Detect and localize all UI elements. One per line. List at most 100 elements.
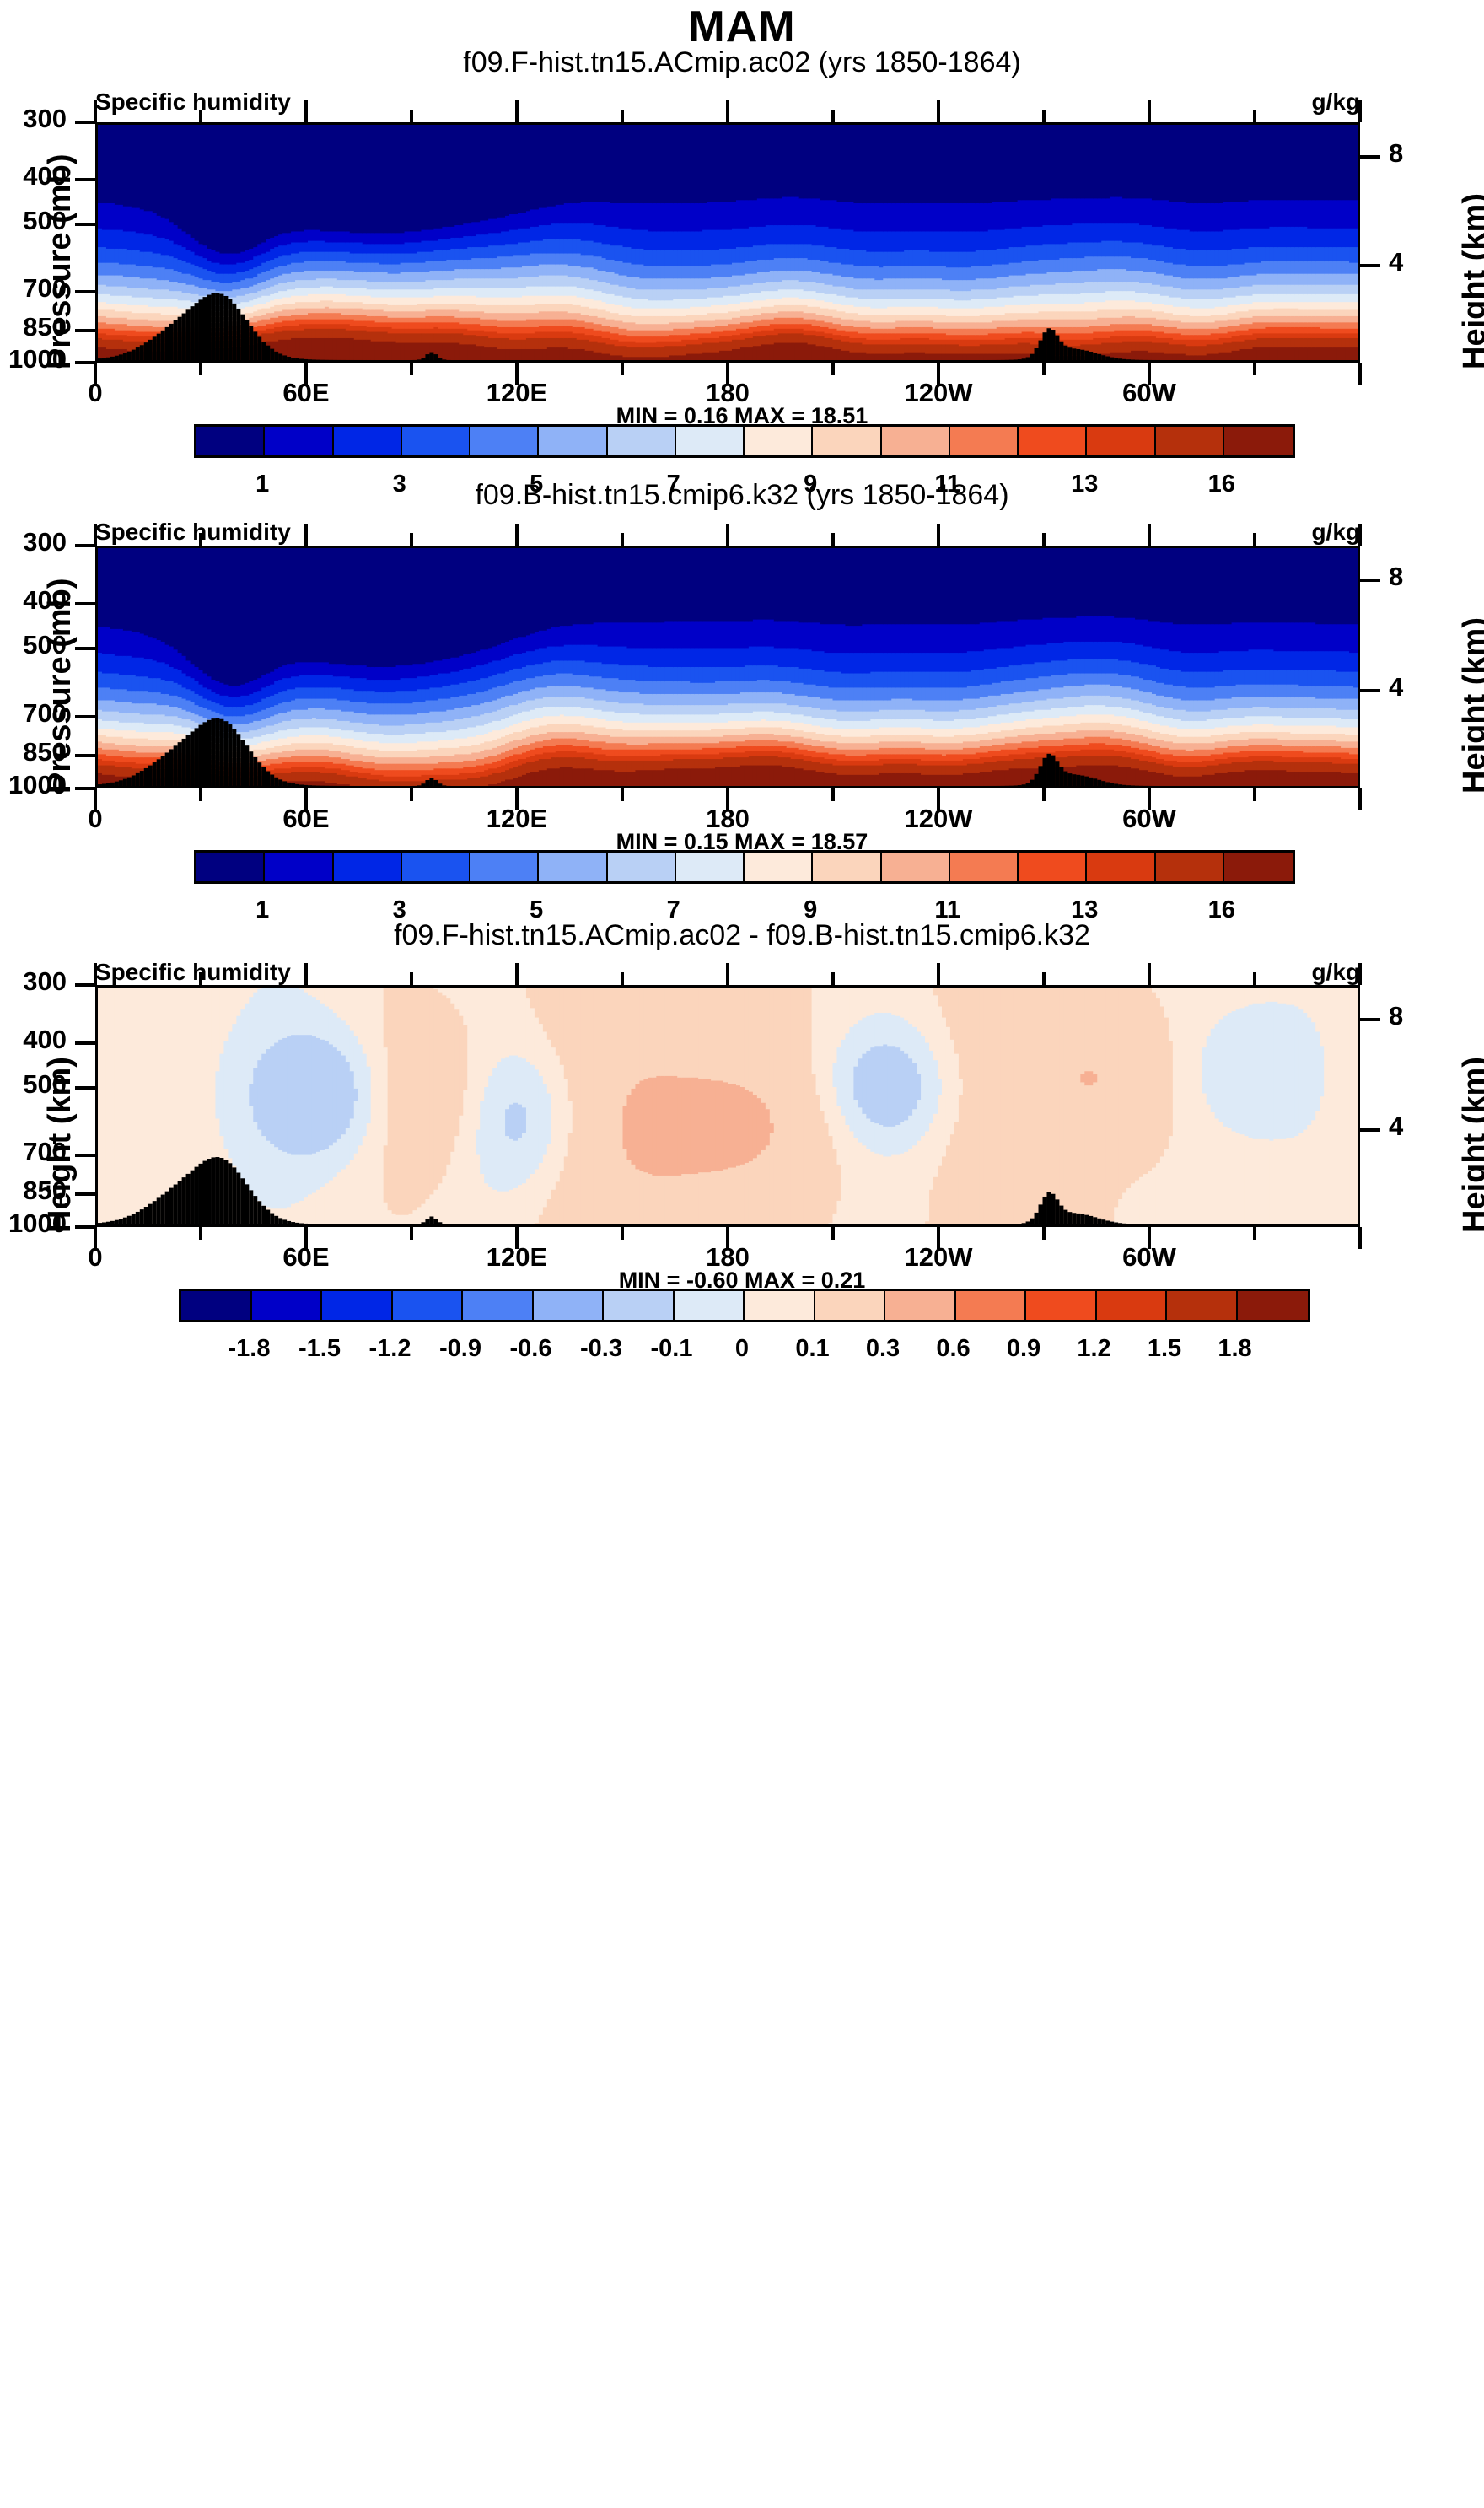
panel-2-lon-tick-0 <box>94 788 97 810</box>
panel-2-lon-tick-top-90 <box>410 533 413 546</box>
colorbar-1-segment-9 <box>745 427 814 455</box>
colorbar-3-label-neg1p5: -1.5 <box>298 1335 341 1362</box>
colorbar-1-label-11: 11 <box>934 471 961 498</box>
panel-3-pressure-tick-700 <box>75 1153 95 1157</box>
panel-3-lon-tick-60 <box>304 1227 308 1249</box>
panel-3-lon-tick-label-60E: 60E <box>282 1242 330 1272</box>
panel-2-height-tick-4 <box>1360 689 1380 693</box>
panel-1-lon-tick-top-240 <box>937 100 940 122</box>
colorbar-3-segment-1 <box>181 1291 252 1320</box>
panel-2-lon-tick-30 <box>199 788 202 801</box>
panel-1-plot-area <box>95 122 1360 363</box>
panel-3-lon-tick-270 <box>1042 1227 1046 1240</box>
panel-3-height-tick-label-4: 4 <box>1389 1111 1404 1141</box>
panel-2-lon-tick-300 <box>1148 788 1151 810</box>
panel-2-lon-tick-label-60W: 60W <box>1122 804 1176 833</box>
panel-1-lon-tick-label-180: 180 <box>706 378 750 407</box>
panel-3-pressure-tick-label-850: 850 <box>23 1176 67 1206</box>
colorbar-1-segment-7 <box>607 427 676 455</box>
panel-1-height-tick-label-8: 8 <box>1389 137 1404 168</box>
colorbar-3-segment-13 <box>1026 1291 1097 1320</box>
panel-1-lon-tick-top-30 <box>199 110 202 122</box>
panel-1-pressure-tick-700 <box>75 289 95 293</box>
colorbar-1-segment-1 <box>196 427 266 455</box>
colorbar-2-segment-16 <box>1223 853 1293 881</box>
panel-1-pressure-tick-850 <box>75 328 95 332</box>
panel-3-lon-tick-240 <box>937 1227 940 1249</box>
panel-1-lon-tick-top-0 <box>94 100 97 122</box>
colorbar-3-label-1p5: 1.5 <box>1147 1335 1182 1362</box>
panel-2-plot-area <box>95 546 1360 788</box>
panel-1-pressure-tick-400 <box>75 178 95 182</box>
panel-2-lon-tick-top-240 <box>937 524 940 546</box>
panel-1-lon-tick-top-150 <box>621 110 624 122</box>
panel-3-pressure-tick-label-500: 500 <box>23 1068 67 1099</box>
panel-1-lon-tick-top-330 <box>1253 110 1256 122</box>
panel-2-lon-tick-top-0 <box>94 524 97 546</box>
colorbar-3-label-neg0p3: -0.3 <box>580 1335 622 1362</box>
panel-2-height-tick-label-4: 4 <box>1389 672 1404 702</box>
colorbar-1-label-9: 9 <box>804 471 818 498</box>
panel-2-lon-tick-top-300 <box>1148 524 1151 546</box>
panel-1-lon-tick-240 <box>937 363 940 385</box>
panel-3-pressure-tick-500 <box>75 1085 95 1090</box>
colorbar-1-segment-12 <box>949 427 1019 455</box>
colorbar-2-segment-4 <box>401 853 470 881</box>
panel-3-pressure-tick-300 <box>75 983 95 987</box>
colorbar-1-label-13: 13 <box>1071 471 1099 498</box>
colorbar-2 <box>194 850 1295 884</box>
colorbar-2-segment-14 <box>1087 853 1156 881</box>
panel-3-lon-tick-label-120W: 120W <box>904 1242 973 1272</box>
colorbar-1-segment-2 <box>265 427 334 455</box>
panel-2-pressure-tick-label-850: 850 <box>23 737 67 767</box>
panel-1-lon-tick-label-60W: 60W <box>1122 378 1176 407</box>
panel-2-field-label: Specific humidity <box>95 519 291 545</box>
panel-3-lon-tick-180 <box>726 1227 729 1249</box>
panel-1-lon-tick-top-120 <box>515 100 519 122</box>
panel-1-field-label: Specific humidity <box>95 89 291 115</box>
panel-1-lon-tick-90 <box>410 363 413 375</box>
panel-2-lon-tick-120 <box>515 788 519 810</box>
panel-3-lon-tick-top-150 <box>621 972 624 985</box>
colorbar-3-segment-15 <box>1167 1291 1238 1320</box>
colorbar-2-label-9: 9 <box>804 896 818 923</box>
panel-3-lon-tick-300 <box>1148 1227 1151 1249</box>
panel-1-units-label: g/kg <box>1311 89 1360 115</box>
panel-2-pressure-tick-1000 <box>75 787 95 790</box>
colorbar-1 <box>194 424 1295 458</box>
panel-3-height-tick-8 <box>1360 1017 1380 1021</box>
colorbar-1-label-7: 7 <box>666 471 680 498</box>
panel-3-pressure-tick-label-400: 400 <box>23 1024 67 1054</box>
colorbar-2-label-11: 11 <box>934 896 961 923</box>
panel-3-pressure-tick-label-300: 300 <box>23 966 67 996</box>
panel-3-lon-tick-label-60W: 60W <box>1122 1242 1176 1272</box>
panel-1-lon-tick-top-60 <box>304 100 308 122</box>
colorbar-3-label-neg0p6: -0.6 <box>509 1335 552 1362</box>
colorbar-1-segment-4 <box>401 427 470 455</box>
panel-1-height-tick-8 <box>1360 154 1380 159</box>
panel-1-lon-tick-210 <box>831 363 835 375</box>
panel-1-pressure-tick-300 <box>75 121 95 124</box>
panel-2-lon-tick-360 <box>1358 788 1362 810</box>
panel-1-lon-tick-120 <box>515 363 519 385</box>
colorbar-3-segment-10 <box>815 1291 885 1320</box>
colorbar-3-segment-9 <box>745 1291 815 1320</box>
panel-2-lon-tick-90 <box>410 788 413 801</box>
panel-3-pressure-tick-label-700: 700 <box>23 1136 67 1166</box>
panel-2-height-tick-8 <box>1360 578 1380 582</box>
panel-1-lon-tick-label-0: 0 <box>88 378 103 407</box>
panel-2-lon-tick-top-60 <box>304 524 308 546</box>
panel-1-pressure-tick-500 <box>75 222 95 226</box>
panel-1-lon-tick-0 <box>94 363 97 385</box>
panel-2-lon-tick-top-120 <box>515 524 519 546</box>
panel-1-height-tick-4 <box>1360 264 1380 268</box>
colorbar-1-label-1: 1 <box>255 471 270 498</box>
panel-3-height-tick-label-8: 8 <box>1389 1000 1404 1031</box>
panel-3-lon-tick-label-180: 180 <box>706 1242 750 1272</box>
panel-3-lon-tick-label-0: 0 <box>88 1242 103 1272</box>
colorbar-2-segment-2 <box>265 853 334 881</box>
panel-2-lon-tick-top-210 <box>831 533 835 546</box>
colorbar-3-label-neg0p9: -0.9 <box>439 1335 481 1362</box>
panel-2-lon-tick-label-180: 180 <box>706 804 750 833</box>
panel-3-lon-tick-0 <box>94 1227 97 1249</box>
